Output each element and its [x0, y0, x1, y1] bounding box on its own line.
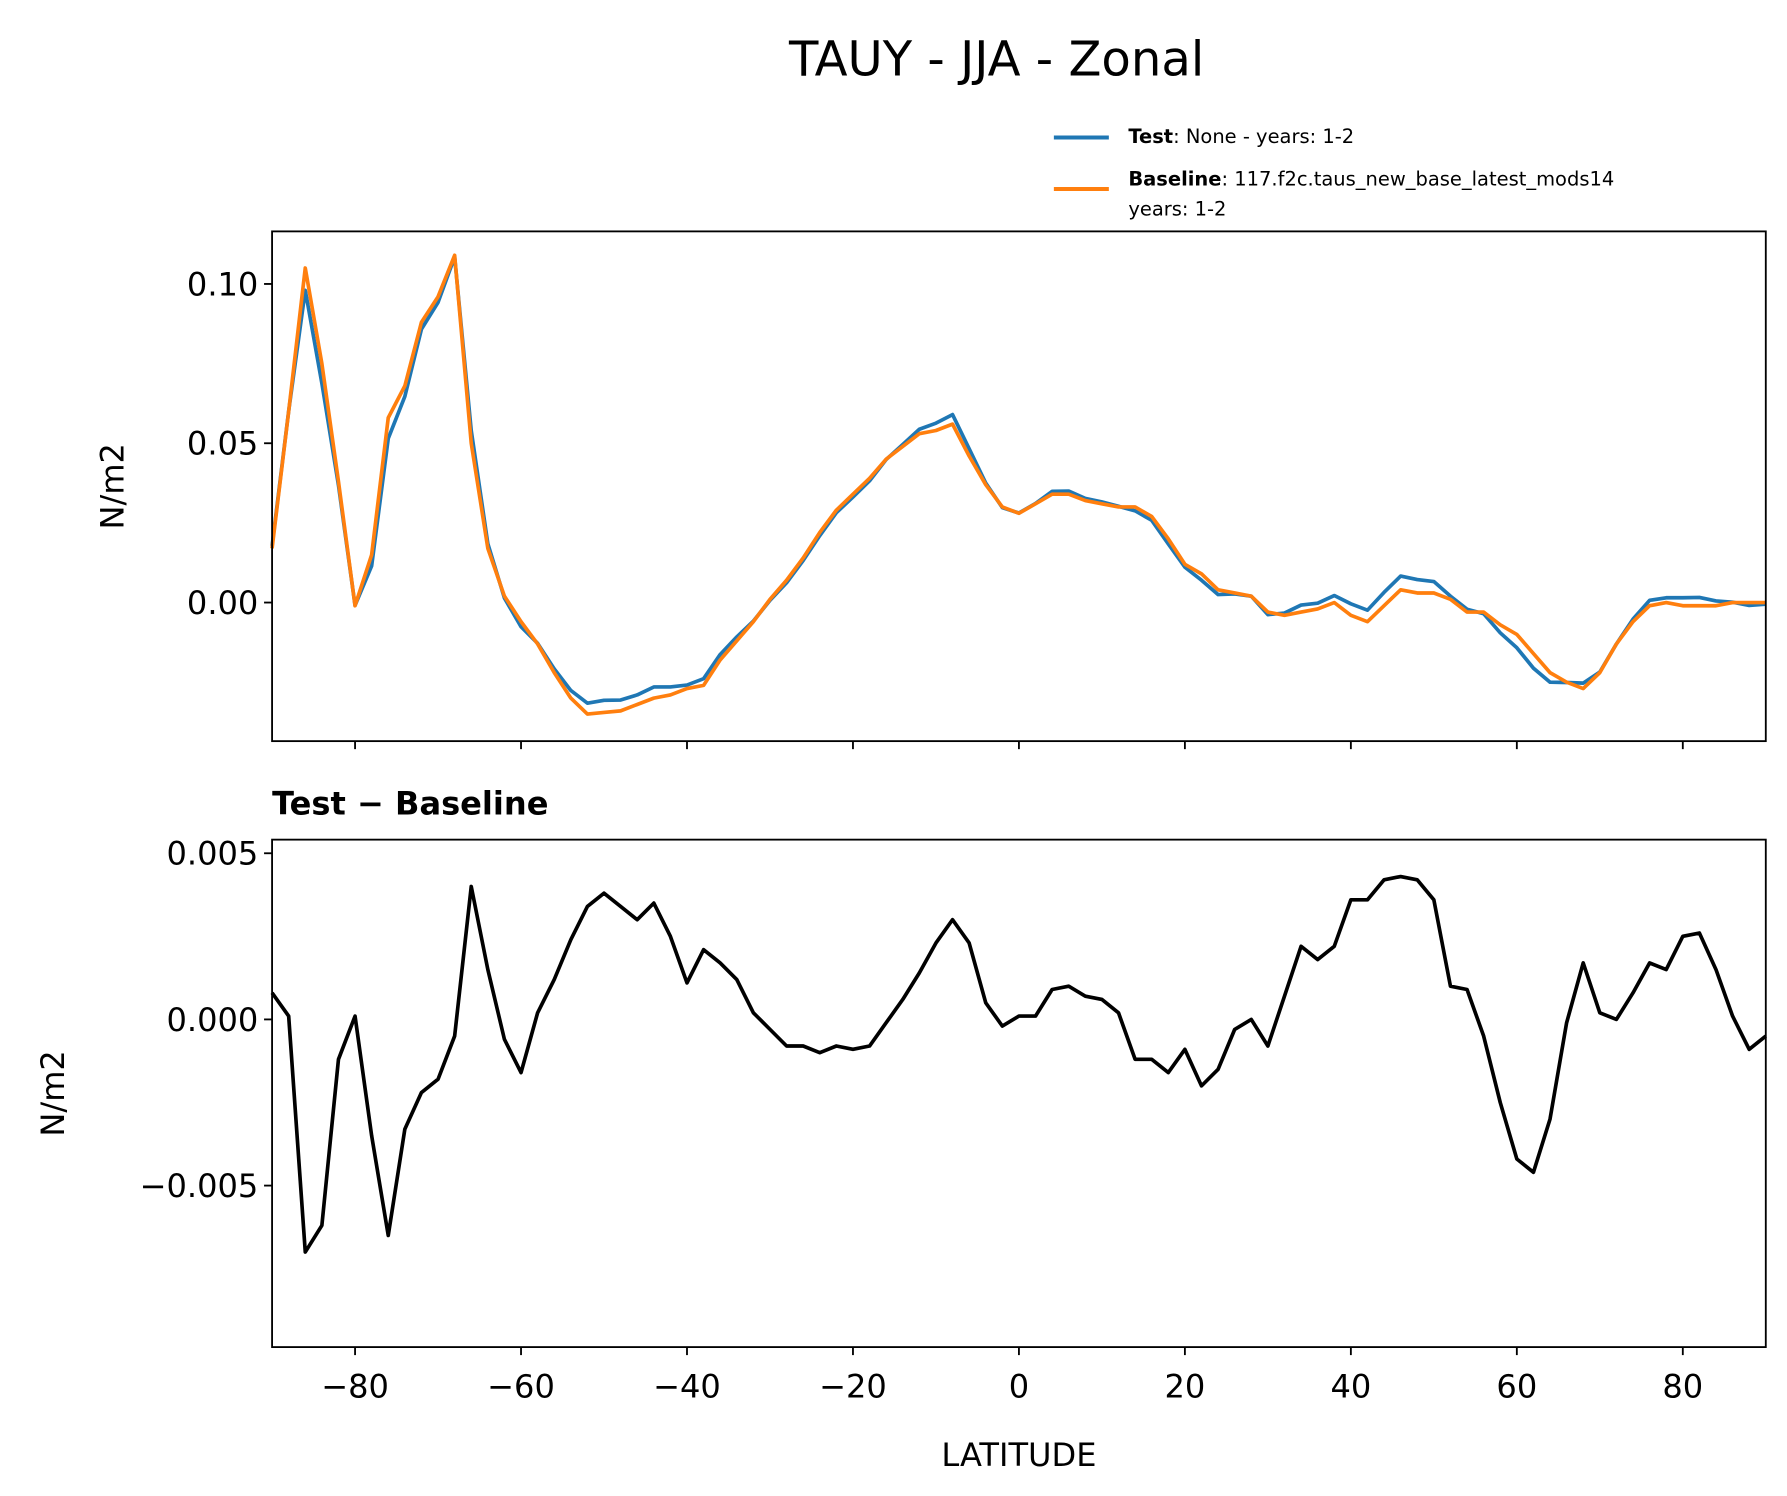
legend-description: : 117.f2c.taus_new_base_latest_mods14 [1222, 168, 1615, 191]
legend-description: years: 1-2 [1128, 197, 1226, 220]
x-tick-label: −40 [653, 1367, 721, 1405]
x-tick-label: 80 [1662, 1367, 1703, 1405]
y-tick-label: 0.10 [187, 265, 258, 303]
y-axis-label: N/m2 [94, 443, 132, 529]
y-tick-label: 0.00 [187, 584, 258, 622]
y-tick-label: 0.000 [167, 1001, 259, 1039]
y-tick-label: 0.05 [187, 425, 258, 463]
x-tick-label: −80 [321, 1367, 389, 1405]
x-tick-label: −60 [487, 1367, 555, 1405]
y-tick-label: 0.005 [167, 835, 259, 873]
legend-entry: Test: None - years: 1-2 [1128, 125, 1354, 148]
chart-title: TAUY - JJA - Zonal [788, 32, 1204, 88]
subplot-title: Test − Baseline [272, 784, 548, 822]
legend-name: Baseline [1128, 168, 1221, 191]
legend-name: Test [1128, 125, 1173, 148]
x-tick-label: 60 [1496, 1367, 1537, 1405]
axes-frame [271, 838, 1767, 1349]
legend-entry: Baseline: 117.f2c.taus_new_base_latest_m… [1128, 168, 1614, 191]
x-tick-label: 20 [1164, 1367, 1205, 1405]
x-tick-label: −20 [819, 1367, 887, 1405]
legend-description: : None - years: 1-2 [1173, 125, 1354, 148]
y-axis-label: N/m2 [34, 1050, 72, 1136]
y-tick-label: −0.005 [140, 1167, 259, 1205]
data-line [270, 874, 1767, 1254]
x-tick-label: 40 [1330, 1367, 1371, 1405]
data-line [270, 253, 1766, 716]
x-axis-label: LATITUDE [941, 1436, 1096, 1474]
axes-frame [271, 230, 1767, 743]
x-tick-label: 0 [1009, 1367, 1029, 1405]
